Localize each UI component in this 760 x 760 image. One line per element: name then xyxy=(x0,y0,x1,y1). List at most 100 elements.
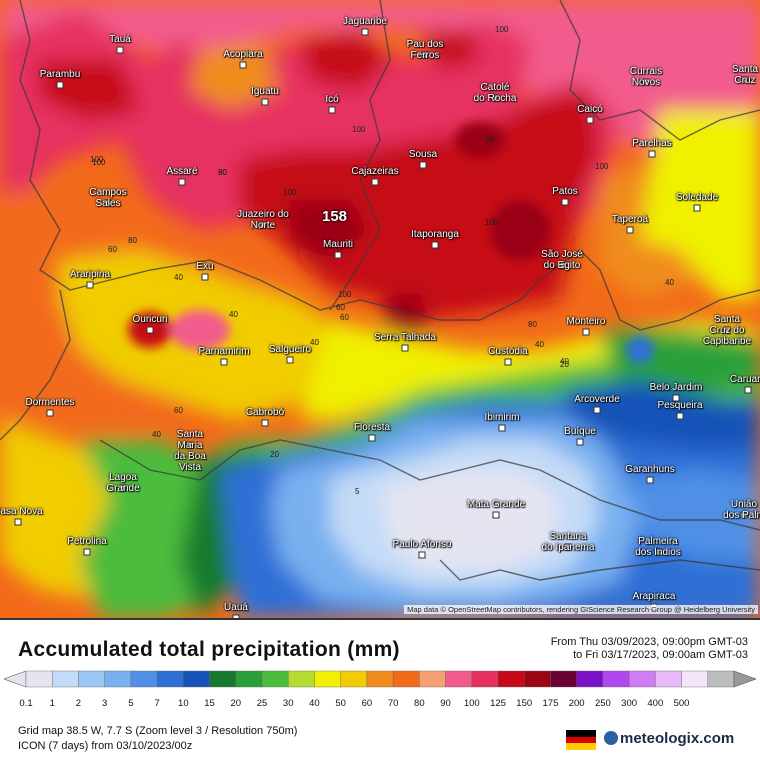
city-marker xyxy=(328,106,336,114)
time-period: From Thu 03/09/2023, 09:00pm GMT-03 to F… xyxy=(551,636,748,662)
city-label: Juazeiro do Norte xyxy=(237,209,289,231)
city-label: Parelhas xyxy=(632,138,672,149)
contour-value-label: 100 xyxy=(352,125,366,134)
precipitation-map[interactable]: Tauá Jaguaribe Pau dos Ferros Acopiara Paramb… xyxy=(0,0,760,618)
city-marker xyxy=(593,406,601,414)
legend-tick-label: 3 xyxy=(102,698,108,709)
map-attribution[interactable]: Map data © OpenStreetMap contributors, r… xyxy=(404,605,758,614)
city-label: Monteiro xyxy=(566,316,606,327)
city-label: Pau dos Ferros xyxy=(406,39,444,61)
city-marker xyxy=(561,198,569,206)
legend-tick-label: 50 xyxy=(335,698,346,709)
city-label: Dormentes xyxy=(25,397,75,408)
contour-value-label: 40 xyxy=(152,430,161,439)
city-marker xyxy=(401,344,409,352)
city-marker xyxy=(642,78,650,86)
legend-tick-label: 10 xyxy=(178,698,189,709)
contour-value-label: 80 xyxy=(128,236,137,245)
city-label: Uauá xyxy=(224,602,248,613)
city-marker xyxy=(744,386,752,394)
city-label: Itaporanga xyxy=(411,229,459,240)
city-marker xyxy=(741,76,749,84)
city-marker xyxy=(646,476,654,484)
meteologix-logo[interactable]: meteologix.com xyxy=(604,730,734,747)
legend-tick-label: 150 xyxy=(516,698,533,709)
brand-text: meteologix.com xyxy=(620,730,735,747)
city-label: Cajazeiras xyxy=(351,166,399,177)
city-label: Casa Nova xyxy=(0,506,43,517)
city-marker xyxy=(361,28,369,36)
contour-value-label: 60 xyxy=(340,313,349,322)
legend-tick-label: 15 xyxy=(204,698,215,709)
legend-tick-label: 30 xyxy=(282,698,294,709)
legend-swatch xyxy=(104,670,132,688)
city-label: Arcoverde xyxy=(574,394,620,405)
contour-value-label: 40 xyxy=(310,338,319,347)
contour-value-label: 60 xyxy=(336,303,345,312)
city-marker xyxy=(232,614,240,618)
city-marker xyxy=(104,199,112,207)
city-marker xyxy=(586,116,594,124)
legend-swatch xyxy=(52,670,79,688)
legend-tick-label: 400 xyxy=(647,698,664,709)
contour-value-label: 40 xyxy=(174,273,183,282)
city-label: Icó xyxy=(325,94,339,105)
city-marker xyxy=(83,548,91,556)
legend-underflow-arrow xyxy=(4,670,27,688)
city-marker xyxy=(558,261,566,269)
legend-swatch xyxy=(314,670,341,688)
city-marker xyxy=(740,511,748,519)
legend-tick-label: 1 xyxy=(49,698,55,709)
city-marker xyxy=(421,51,429,59)
contour-value-label: 100 xyxy=(92,158,106,167)
city-label: Mata Grande xyxy=(466,499,526,510)
city-marker xyxy=(146,326,154,334)
city-marker xyxy=(261,98,269,106)
legend-swatch xyxy=(78,670,105,688)
legend-tick-label: 175 xyxy=(542,698,559,709)
city-marker xyxy=(654,548,662,556)
city-label: Tauá xyxy=(109,34,131,45)
grid-info: Grid map 38.5 W, 7.7 S (Zoom level 3 / R… xyxy=(18,725,298,737)
city-marker xyxy=(564,543,572,551)
contour-value-label: 40 xyxy=(229,310,238,319)
city-label: Currais Novos xyxy=(629,66,663,88)
city-label: Garanhuns xyxy=(625,464,675,475)
city-marker xyxy=(419,161,427,169)
legend-swatch xyxy=(471,670,499,688)
contour-value-label: 40 xyxy=(560,357,569,366)
legend-swatch xyxy=(392,670,420,688)
contour-value-label: 60 xyxy=(174,406,183,415)
city-label: Jaguaribe xyxy=(343,16,387,27)
city-marker xyxy=(492,511,500,519)
city-label: Santana do Ipanema xyxy=(541,531,595,553)
city-marker xyxy=(334,251,342,259)
city-label: Parnamirim xyxy=(198,346,250,357)
contour-value-label: 100 xyxy=(495,25,509,34)
legend-tick-label: 80 xyxy=(414,698,425,709)
city-marker xyxy=(491,94,499,102)
city-marker xyxy=(676,412,684,420)
city-label: Soledade xyxy=(675,192,719,203)
city-label: Cabrobó xyxy=(245,407,285,418)
city-marker xyxy=(504,358,512,366)
city-marker xyxy=(626,226,634,234)
period-to: to Fri 03/17/2023, 09:00am GMT-03 xyxy=(573,649,748,661)
city-label: Custódia xyxy=(488,346,528,357)
city-label: Caicó xyxy=(577,104,603,115)
city-marker xyxy=(220,358,228,366)
contour-value-label: 80 xyxy=(218,168,227,177)
city-marker xyxy=(239,61,247,69)
contour-value-label: 100 xyxy=(485,218,499,227)
max-precipitation-label: 158 xyxy=(322,208,348,225)
contour-value-label: 20 xyxy=(560,360,569,369)
legend-swatch xyxy=(524,670,551,688)
model-info: ICON (7 days) from 03/10/2023/00z xyxy=(18,740,193,752)
legend-tick-label: 2 xyxy=(75,698,82,709)
city-label: Patos xyxy=(552,186,578,197)
city-marker xyxy=(259,221,267,229)
city-label: Assaré xyxy=(166,166,198,177)
contour-value-label: 40 xyxy=(535,340,544,349)
city-marker xyxy=(723,326,731,334)
